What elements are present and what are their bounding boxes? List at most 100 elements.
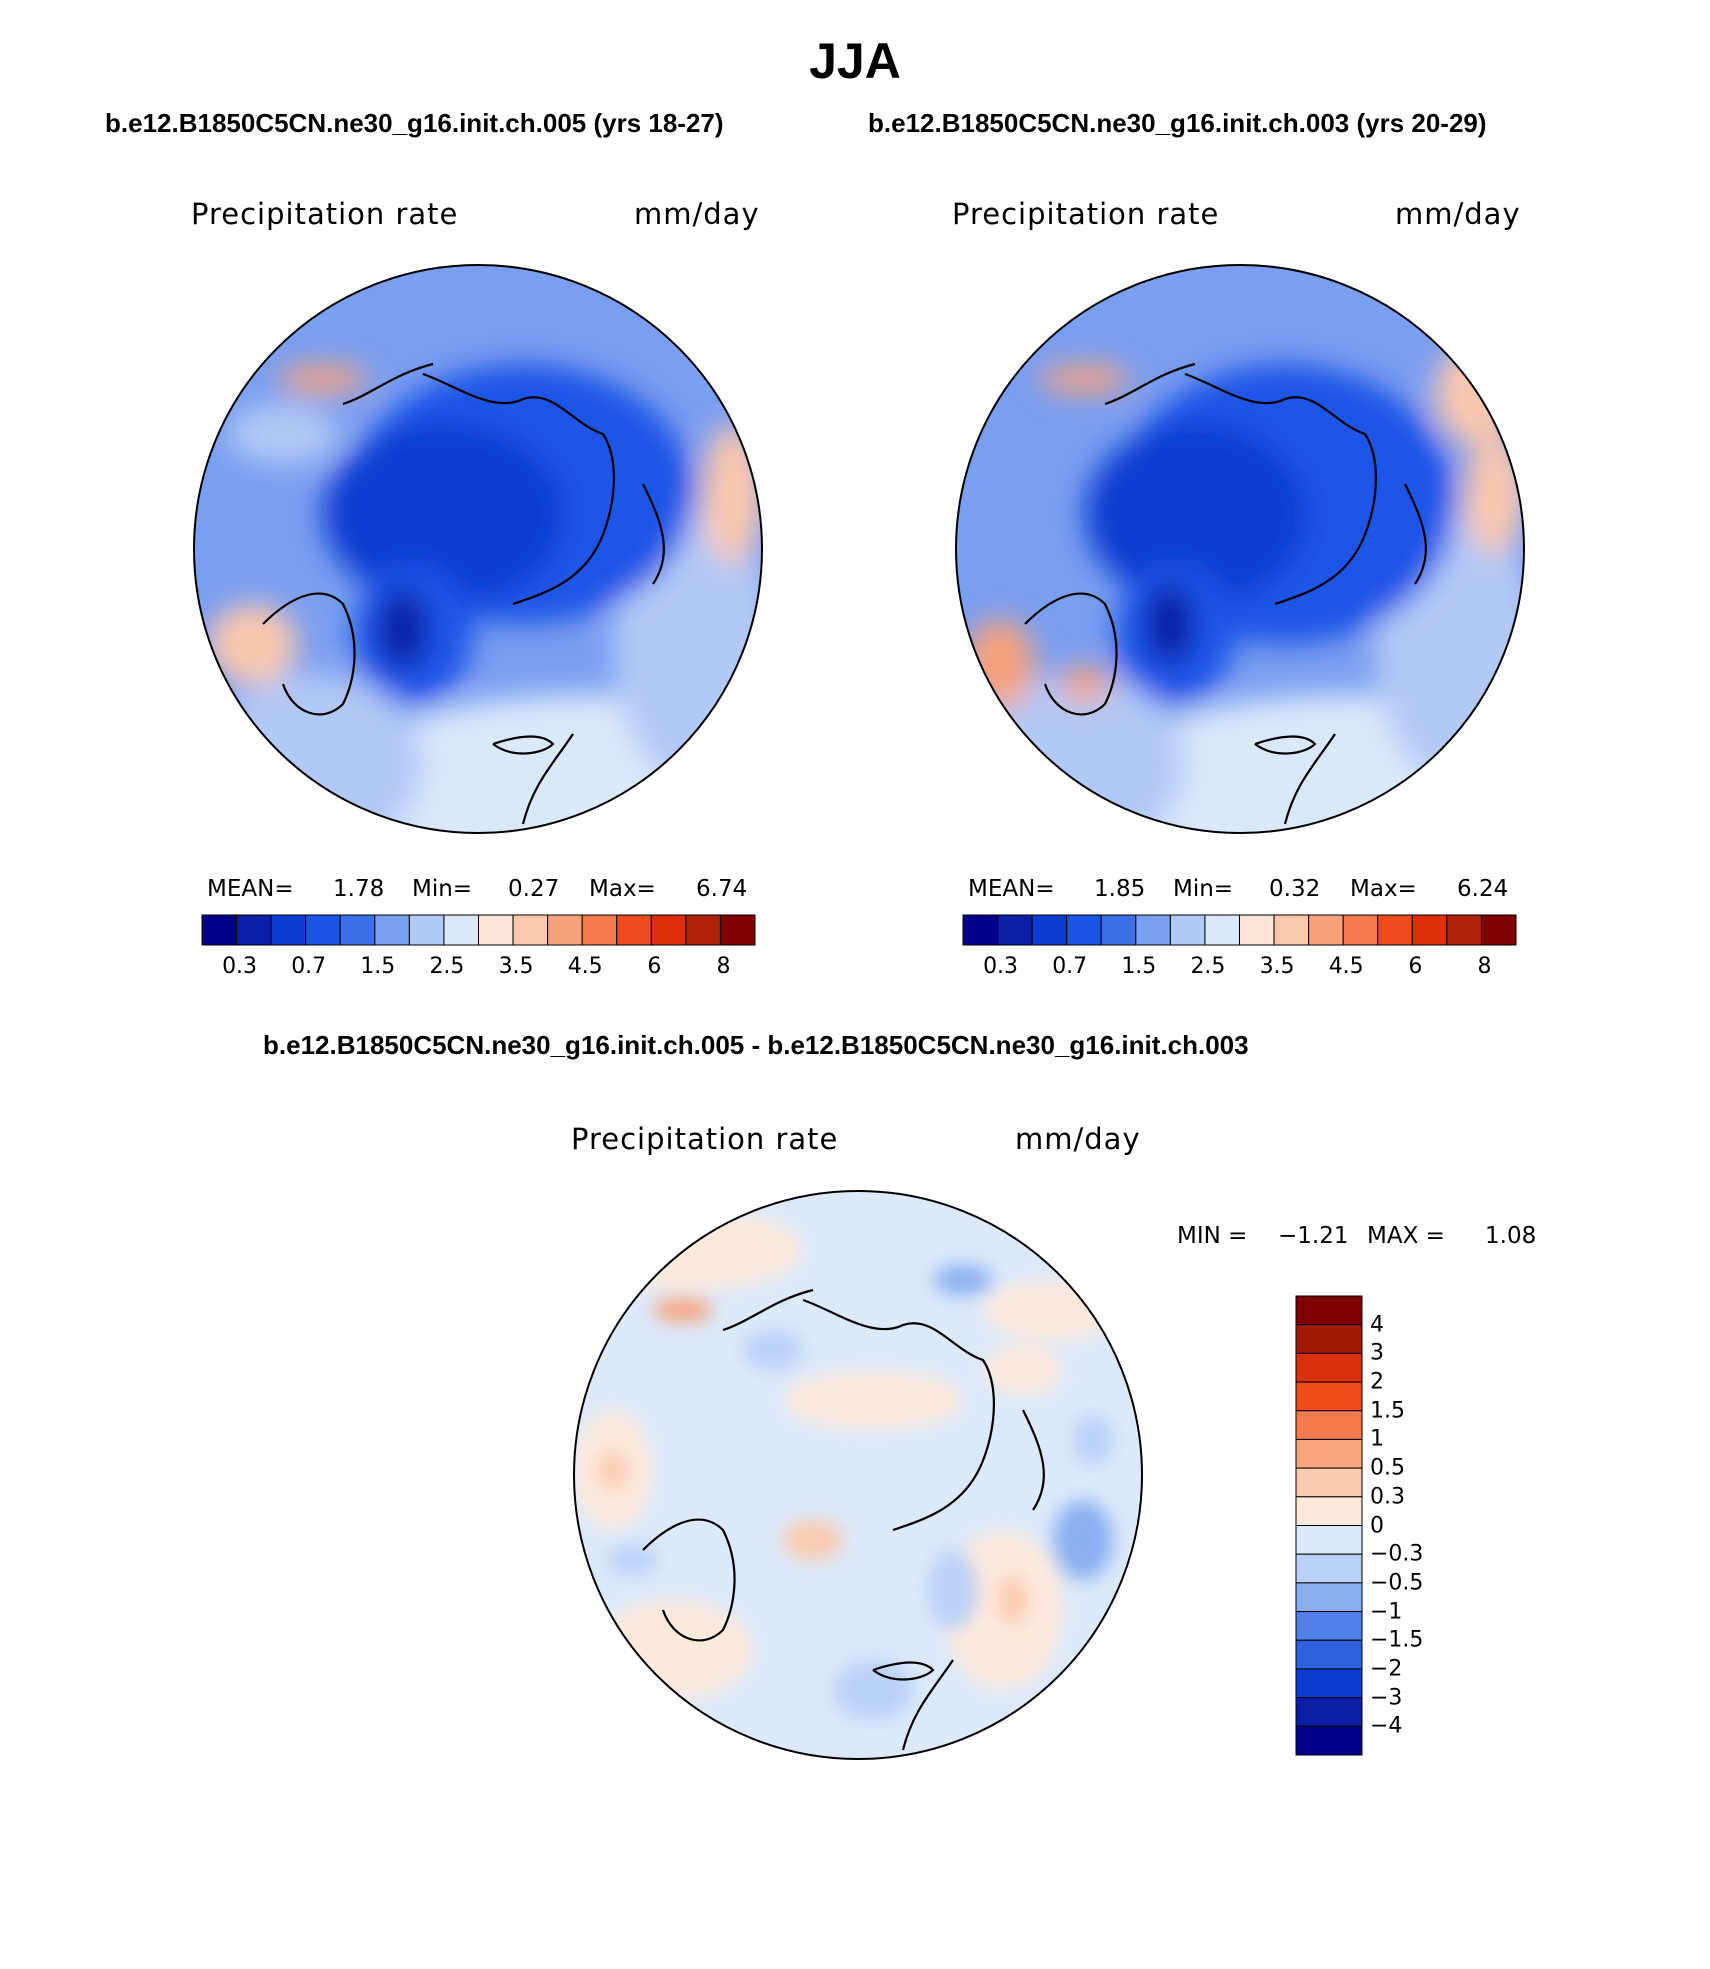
- colorbar-swatch: [1342, 914, 1379, 946]
- colorbar-difference: [1295, 1295, 1363, 1756]
- colorbar-swatch: [616, 914, 652, 946]
- colorbar-swatch: [650, 914, 687, 946]
- colorbar-swatch: [1100, 914, 1137, 946]
- colorbar-swatch: [1295, 1639, 1363, 1670]
- colorbar-swatch: [1031, 914, 1068, 946]
- colorbar-tick-label: 0.7: [1052, 954, 1088, 979]
- colorbar-tick-label: 4: [1370, 1312, 1384, 1338]
- colorbar-tick-label: 6: [647, 954, 662, 979]
- colorbar-case1: [201, 914, 756, 946]
- min-value: 0.27: [508, 876, 560, 902]
- polar-map-case2: [955, 264, 1525, 834]
- colorbar-swatch: [1295, 1324, 1363, 1354]
- max-value: 1.08: [1485, 1223, 1537, 1249]
- colorbar-tick-label: −2: [1370, 1656, 1403, 1682]
- colorbar-swatch: [1169, 914, 1206, 946]
- colorbar-tick-label: 2.5: [1190, 954, 1226, 979]
- max-value: 6.24: [1457, 876, 1509, 902]
- colorbar-swatch: [1066, 914, 1102, 946]
- colorbar-swatch: [270, 914, 307, 946]
- colorbar-swatch: [1295, 1496, 1363, 1526]
- mean-value: 1.85: [1094, 876, 1146, 902]
- colorbar-swatch: [1295, 1725, 1363, 1756]
- variable-label: Precipitation rate: [571, 1122, 839, 1156]
- colorbar-tick-label: 3.5: [498, 954, 534, 979]
- colorbar-swatch: [1295, 1553, 1363, 1584]
- colorbar-tick-label: 0.3: [222, 954, 258, 979]
- colorbar-case2-ticks: 0.3 0.7 1.5 2.5 3.5 4.5 6 8: [963, 954, 1516, 984]
- polar-map-case1: [193, 264, 763, 834]
- colorbar-swatch: [339, 914, 376, 946]
- max-label: MAX =: [1367, 1223, 1445, 1249]
- colorbar-swatch: [478, 914, 514, 946]
- max-value: 6.74: [696, 876, 748, 902]
- colorbar-swatch: [547, 914, 583, 946]
- colorbar-swatch: [1411, 914, 1448, 946]
- polar-map-difference: [573, 1190, 1143, 1760]
- colorbar-tick-label: 4.5: [567, 954, 603, 979]
- min-value: −1.21: [1278, 1223, 1349, 1249]
- colorbar-swatch: [201, 914, 238, 946]
- colorbar-tick-label: 6: [1408, 954, 1423, 979]
- colorbar-swatch: [997, 914, 1033, 946]
- mean-value: 1.78: [333, 876, 385, 902]
- colorbar-swatch: [1295, 1582, 1363, 1613]
- colorbar-tick-label: −0.3: [1370, 1541, 1424, 1567]
- colorbar-tick-label: 1.5: [1121, 954, 1157, 979]
- colorbar-swatch: [1295, 1611, 1363, 1641]
- colorbar-tick-label: 0.5: [1370, 1455, 1405, 1481]
- colorbar-tick-label: 0: [1370, 1513, 1384, 1538]
- min-value: 0.32: [1269, 876, 1321, 902]
- colorbar-swatch: [374, 914, 410, 946]
- case1-title: b.e12.B1850C5CN.ne30_g16.init.ch.005 (yr…: [105, 108, 724, 138]
- colorbar-swatch: [1295, 1438, 1363, 1469]
- min-label: MIN =: [1177, 1223, 1248, 1249]
- colorbar-tick-label: 8: [716, 954, 731, 979]
- variable-label: Precipitation rate: [952, 197, 1220, 231]
- colorbar-tick-label: 1: [1370, 1426, 1384, 1452]
- min-label: Min=: [412, 876, 473, 902]
- colorbar-swatch: [236, 914, 272, 946]
- colorbar-swatch: [1295, 1352, 1363, 1383]
- colorbar-tick-label: 3: [1370, 1340, 1384, 1366]
- max-label: Max=: [589, 876, 656, 902]
- colorbar-swatch: [1273, 914, 1310, 946]
- colorbar-difference-ticks: 4 3 2 1.5 1 0.5 0.3 0 −0.3 −0.5 −1 −1.5 −2 −3 −4: [1370, 1296, 1450, 1755]
- colorbar-tick-label: 1.5: [360, 954, 396, 979]
- case2-title: b.e12.B1850C5CN.ne30_g16.init.ch.003 (yr…: [868, 108, 1487, 138]
- colorbar-swatch: [1295, 1668, 1363, 1699]
- colorbar-case2: [962, 914, 1517, 946]
- colorbar-swatch: [1480, 914, 1517, 946]
- mean-label: MEAN=: [968, 876, 1055, 902]
- colorbar-swatch: [305, 914, 341, 946]
- colorbar-swatch: [1295, 1697, 1363, 1727]
- colorbar-tick-label: 0.7: [291, 954, 327, 979]
- max-label: Max=: [1350, 876, 1417, 902]
- colorbar-swatch: [1377, 914, 1413, 946]
- units-label: mm/day: [1395, 197, 1521, 231]
- colorbar-tick-label: 2: [1370, 1369, 1384, 1395]
- colorbar-tick-label: 1.5: [1370, 1398, 1405, 1424]
- colorbar-swatch: [962, 914, 999, 946]
- units-label: mm/day: [634, 197, 760, 231]
- colorbar-swatch: [719, 914, 756, 946]
- colorbar-swatch: [1135, 914, 1171, 946]
- colorbar-tick-label: 3.5: [1259, 954, 1295, 979]
- colorbar-tick-label: −4: [1370, 1713, 1403, 1739]
- min-label: Min=: [1173, 876, 1234, 902]
- colorbar-tick-label: −3: [1370, 1685, 1403, 1711]
- colorbar-swatch: [1308, 914, 1344, 946]
- season-title: JJA: [809, 33, 901, 89]
- colorbar-tick-label: 0.3: [1370, 1484, 1405, 1510]
- variable-label: Precipitation rate: [191, 197, 459, 231]
- colorbar-swatch: [1295, 1410, 1363, 1440]
- colorbar-swatch: [581, 914, 618, 946]
- colorbar-tick-label: −0.5: [1370, 1570, 1424, 1596]
- colorbar-tick-label: 0.3: [983, 954, 1019, 979]
- mean-label: MEAN=: [207, 876, 294, 902]
- colorbar-swatch: [1295, 1295, 1363, 1326]
- colorbar-tick-label: −1: [1370, 1599, 1403, 1625]
- units-label: mm/day: [1015, 1122, 1141, 1156]
- colorbar-swatch: [512, 914, 549, 946]
- difference-title: b.e12.B1850C5CN.ne30_g16.init.ch.005 - b…: [263, 1030, 1249, 1060]
